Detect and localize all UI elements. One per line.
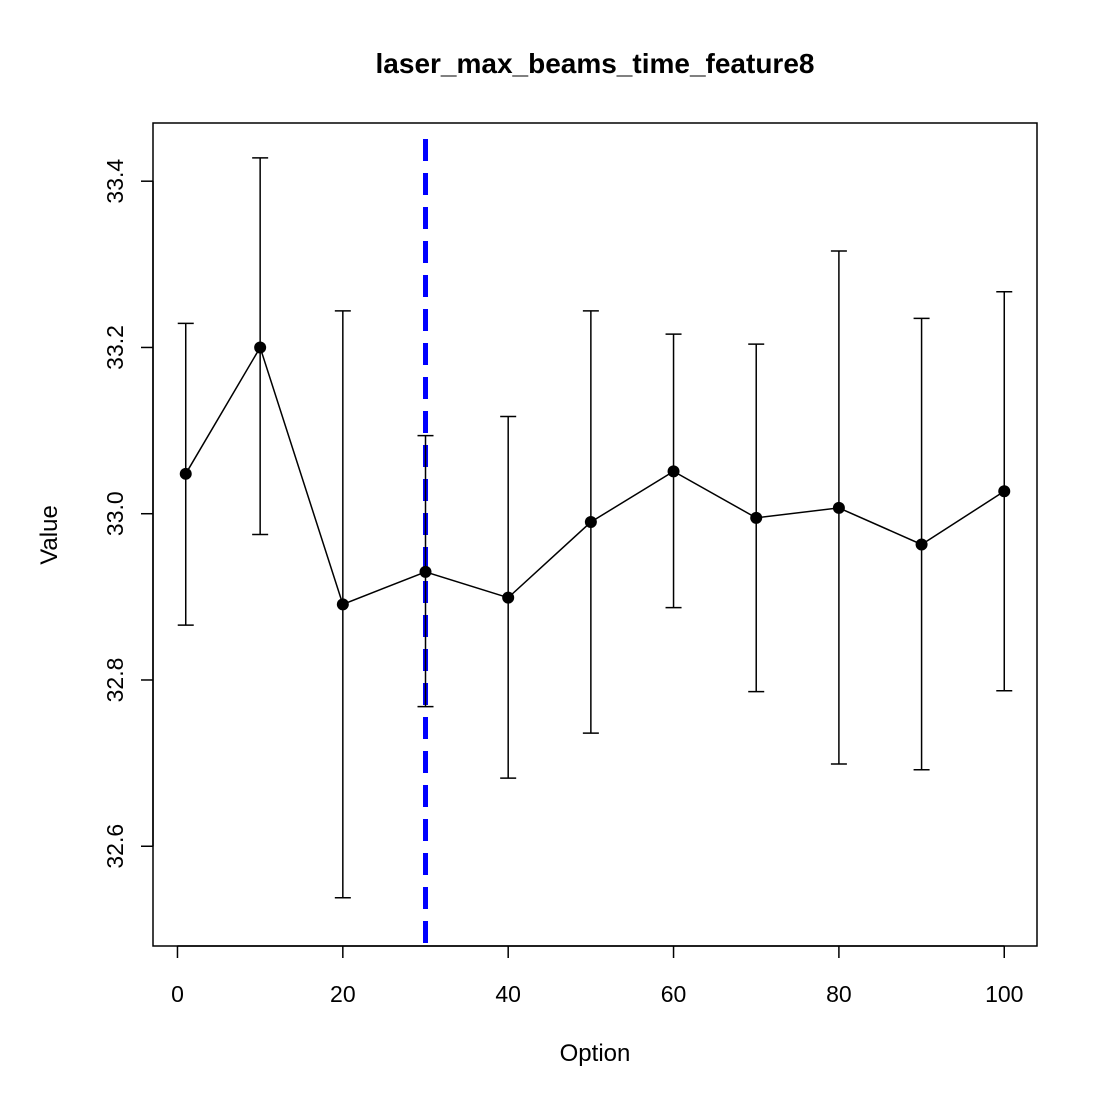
data-point	[750, 511, 763, 524]
x-axis: 0 20 40 60 80 100	[171, 945, 1023, 1007]
data-point	[502, 591, 515, 604]
y-tick-label: 33.0	[102, 491, 128, 536]
plot-frame	[152, 122, 1038, 947]
x-tick-label: 40	[495, 981, 521, 1007]
y-tick-label: 33.4	[102, 159, 128, 204]
data-point	[254, 341, 267, 354]
series-polyline	[185, 345, 1005, 606]
data-point	[584, 516, 597, 529]
data-point	[336, 598, 349, 611]
data-point	[832, 501, 845, 514]
y-axis: 32.6 32.8 33.0 33.2 33.4	[102, 159, 154, 869]
data-point	[179, 467, 192, 480]
data-point	[998, 485, 1011, 498]
chart-title: laser_max_beams_time_feature8	[376, 48, 815, 79]
x-tick-label: 60	[661, 981, 687, 1007]
data-point	[667, 465, 680, 478]
y-tick-label: 33.2	[102, 325, 128, 370]
x-tick-label: 20	[330, 981, 356, 1007]
data-points	[179, 341, 1011, 611]
data-point	[419, 565, 432, 578]
x-tick-label: 100	[985, 981, 1023, 1007]
x-tick-label: 80	[826, 981, 852, 1007]
error-bars	[177, 157, 1013, 899]
x-axis-label: Option	[560, 1040, 631, 1067]
y-axis-label: Value	[36, 505, 63, 565]
series-line	[185, 345, 1005, 606]
data-point	[915, 538, 928, 551]
y-tick-label: 32.8	[102, 658, 128, 703]
x-tick-label: 0	[171, 981, 184, 1007]
y-tick-label: 32.6	[102, 824, 128, 869]
